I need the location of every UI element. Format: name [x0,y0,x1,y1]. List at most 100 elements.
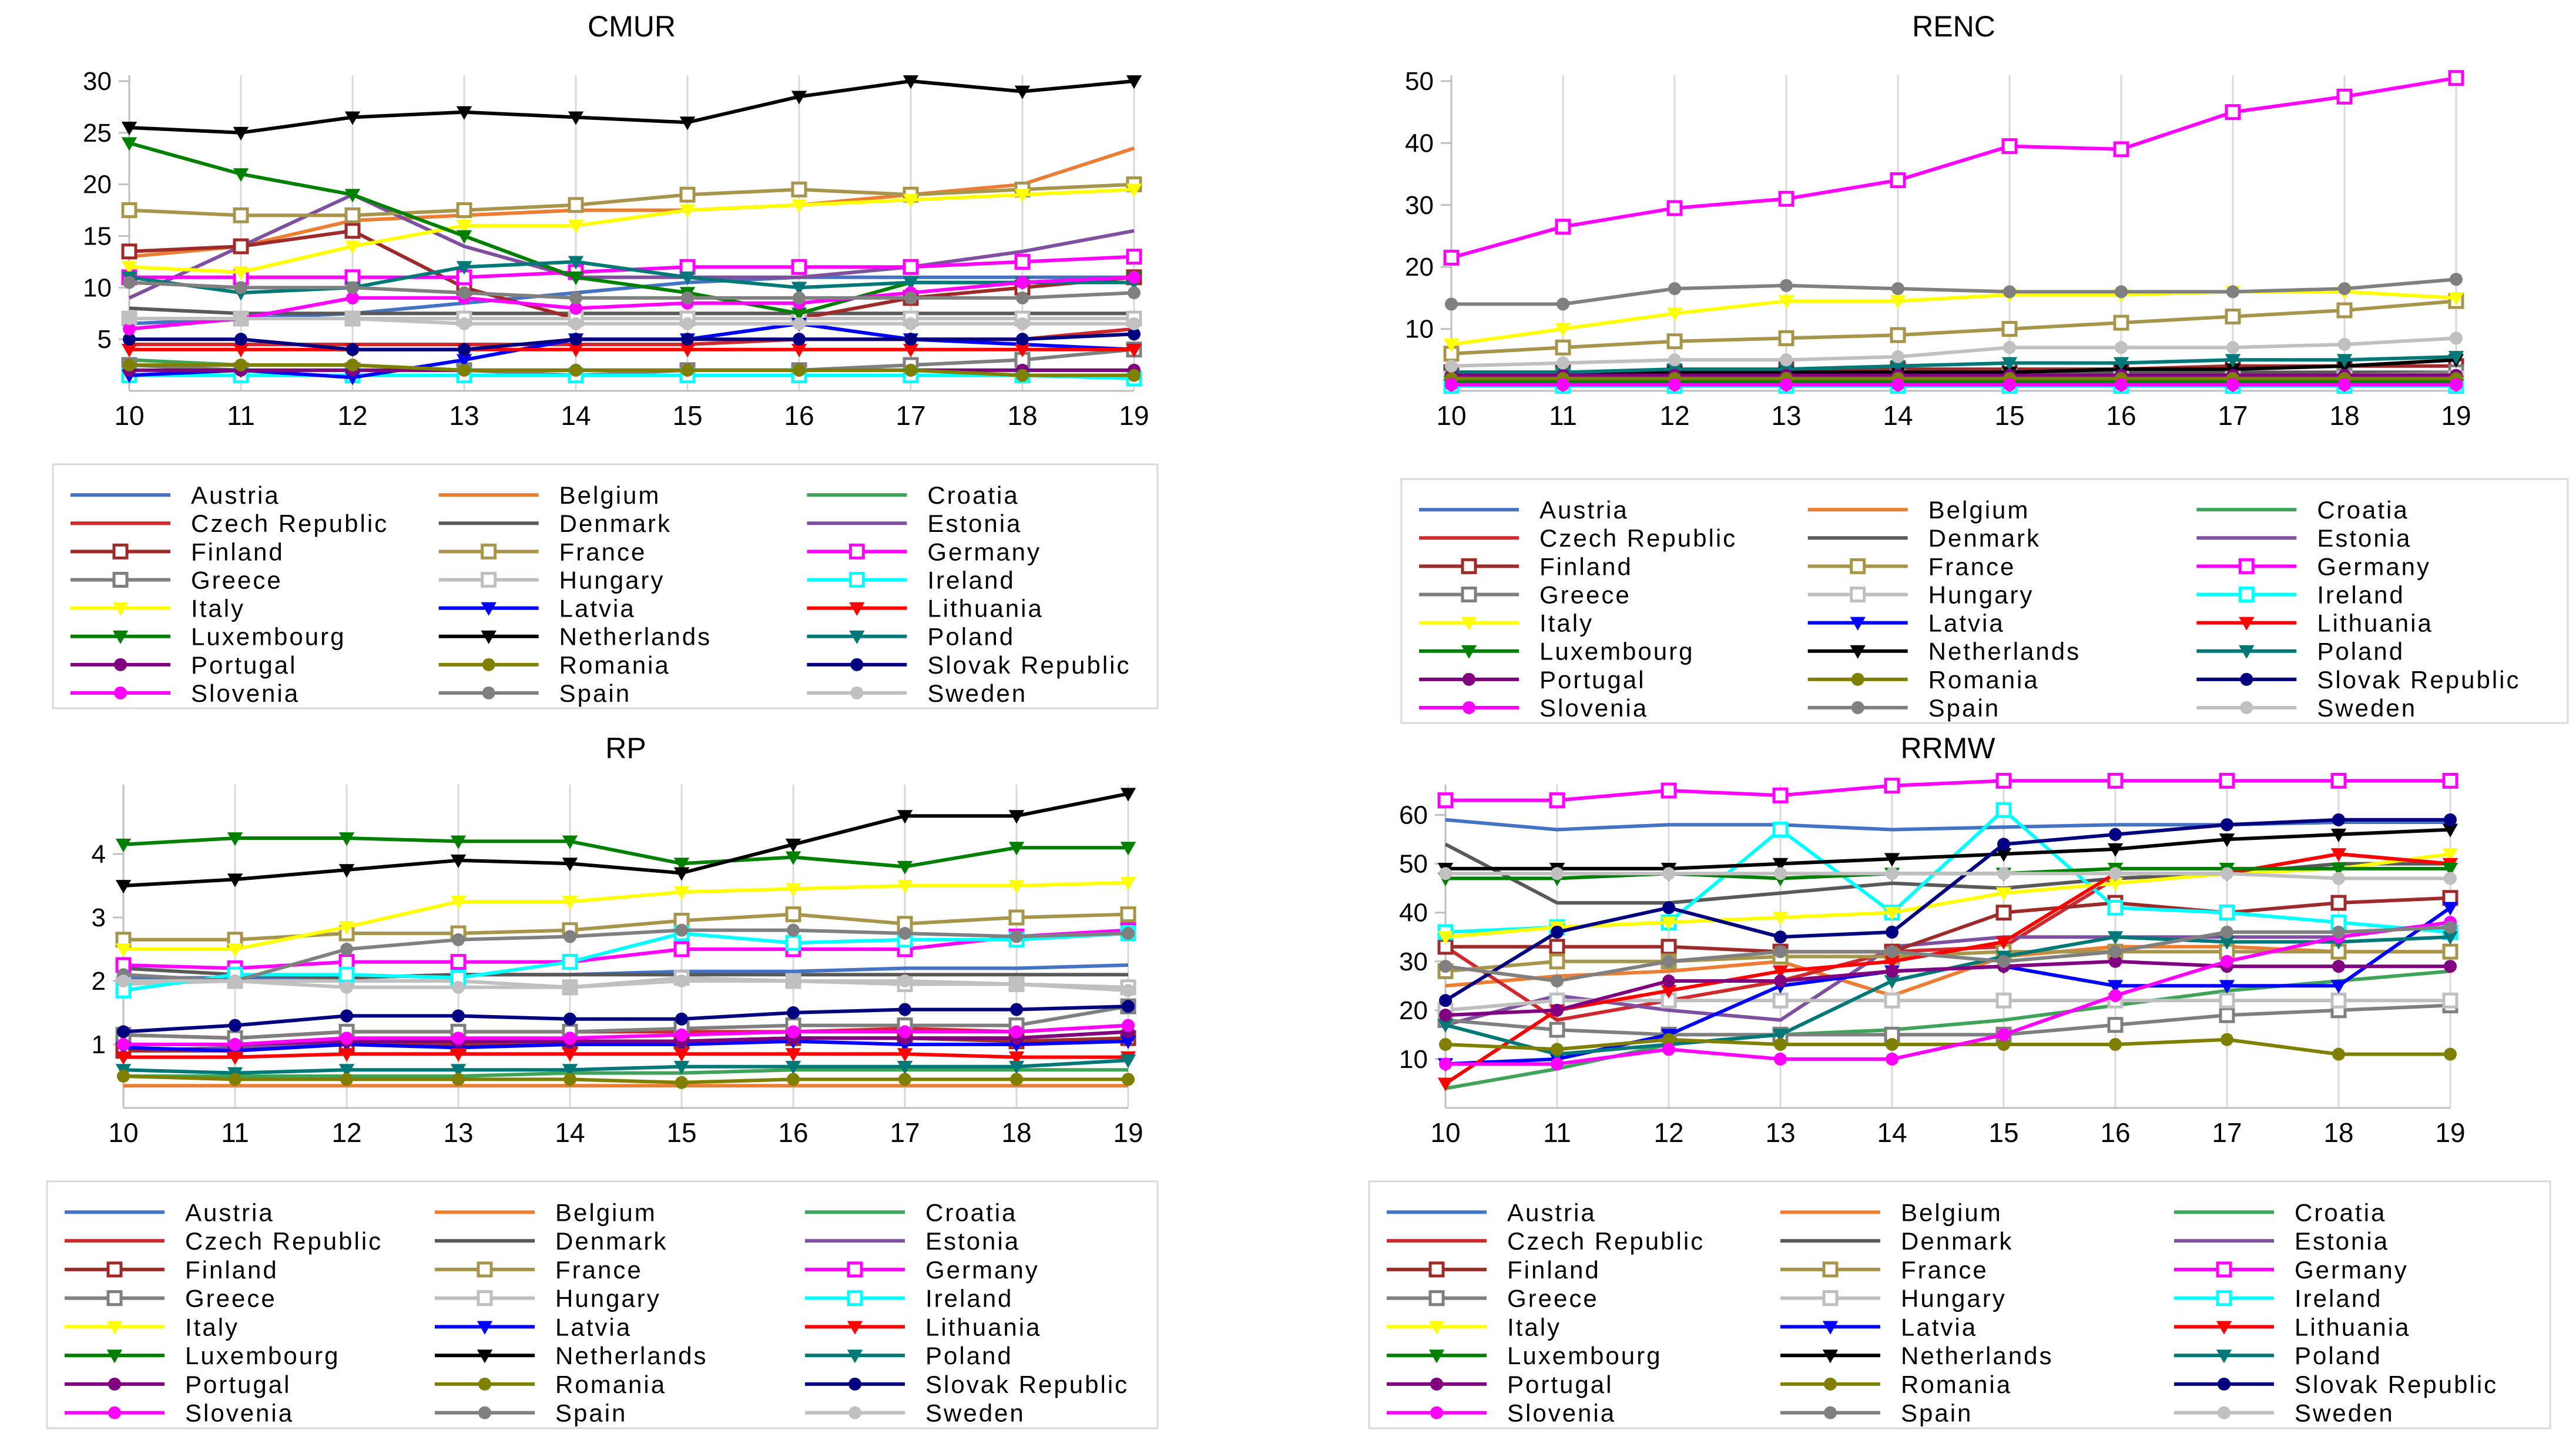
legend-item-hungary: Hungary [435,1285,659,1312]
series-line [129,280,1135,300]
data-point [121,243,137,260]
data-point [123,312,136,326]
legend-box [46,1180,1159,1429]
data-point [2107,877,2124,892]
data-point [681,363,694,377]
legend-label: Luxembourg [1539,638,1694,665]
series-line [1445,1003,2451,1037]
legend-marker [847,1349,863,1364]
data-point [117,1070,130,1083]
legend-label: Portugal [1507,1371,1613,1398]
data-point [229,1073,242,1086]
data-point [1008,842,1025,856]
data-point [1890,295,1906,309]
series-line [1451,277,2457,306]
legend-item-france: France [435,1256,641,1284]
series-lithuania [115,1048,1136,1065]
data-point [233,207,249,223]
legend-marker [2216,1321,2232,1335]
legend-label: Croatia [927,481,1019,509]
x-tick-label: 14 [561,400,591,431]
x-tick-label: 15 [666,1117,696,1148]
legend-marker [108,1406,121,1419]
data-point [344,240,361,254]
legend-item-czech-republic: Czech Republic [71,510,387,537]
series-belgium [129,146,1135,259]
series-line [129,260,1134,295]
legend-marker [1850,617,1866,631]
data-point [346,291,359,304]
data-point [673,858,690,872]
data-point [121,137,137,151]
data-point [340,1009,353,1023]
data-point [2442,902,2458,916]
data-point [1549,792,1565,809]
data-point [121,261,137,275]
data-point [229,1038,242,1051]
data-point [1890,360,1906,374]
data-point [787,974,800,987]
x-tick-label: 13 [443,1117,473,1148]
data-point [564,1012,576,1026]
data-point [123,322,136,336]
data-point [2444,813,2457,826]
data-point [898,1073,911,1086]
legend-label: Hungary [559,566,665,594]
legend-label: Hungary [1928,581,2034,608]
legend-label: Germany [2317,552,2431,580]
data-point [1886,965,1899,978]
legend-label: Greece [185,1285,277,1312]
x-tick-label: 14 [1877,1117,1907,1148]
legend-marker [850,686,864,699]
series-line [123,928,1129,983]
data-point [121,343,137,357]
data-point [2221,1033,2233,1046]
legend-item-romania: Romania [1780,1371,2010,1398]
data-point [1016,291,1029,304]
data-point [2219,992,2235,1009]
y-tick-label: 60 [1399,801,1428,830]
legend-item-greece: Greece [71,566,281,594]
legend-item-estonia: Estonia [2196,524,2410,552]
legend-item-slovak-republic: Slovak Republic [807,651,1129,679]
data-point [787,1006,800,1019]
legend-marker [1850,586,1866,602]
data-point [458,343,471,356]
legend-item-sweden: Sweden [807,679,1025,707]
data-point [450,835,467,849]
data-point [2107,843,2124,857]
legend-item-romania: Romania [438,651,669,679]
data-point [673,941,690,957]
data-point [2109,955,2122,968]
legend-label: Denmark [559,510,672,537]
chart-panel-cmur: CMUR 5 10 15 20 25 30 10 11 12 13 14 15 16 17 18 19 Austr… [52,10,1159,709]
legend-item-greece: Greece [65,1285,277,1312]
series-line [129,275,1135,331]
legend-item-slovenia: Slovenia [71,679,298,707]
legend-marker [477,1290,493,1307]
legend-marker [848,571,865,588]
y-tick-label: 4 [92,840,106,869]
data-point [2442,848,2458,862]
series-romania [1439,1033,2457,1061]
data-point [1122,1000,1135,1013]
data-point [1008,1051,1025,1065]
data-point [1661,939,1677,955]
legend-label: Sweden [2295,1399,2394,1427]
legend-marker [1850,558,1866,574]
series-line [129,332,1135,351]
series-line [1445,872,2450,880]
y-tick-label: 40 [1405,129,1434,158]
data-point [897,860,913,875]
data-point [1557,378,1569,391]
y-tick-label: 15 [83,222,112,251]
data-point [785,883,801,897]
data-point [1997,1038,2010,1051]
data-point [2107,980,2124,994]
x-tick-label: 16 [784,400,814,431]
legend-item-lithuania: Lithuania [805,1313,1039,1341]
data-point [785,1060,801,1074]
data-point [564,1032,576,1045]
chart-title: RRMW [1900,732,1995,765]
series-line [1444,818,2450,1002]
